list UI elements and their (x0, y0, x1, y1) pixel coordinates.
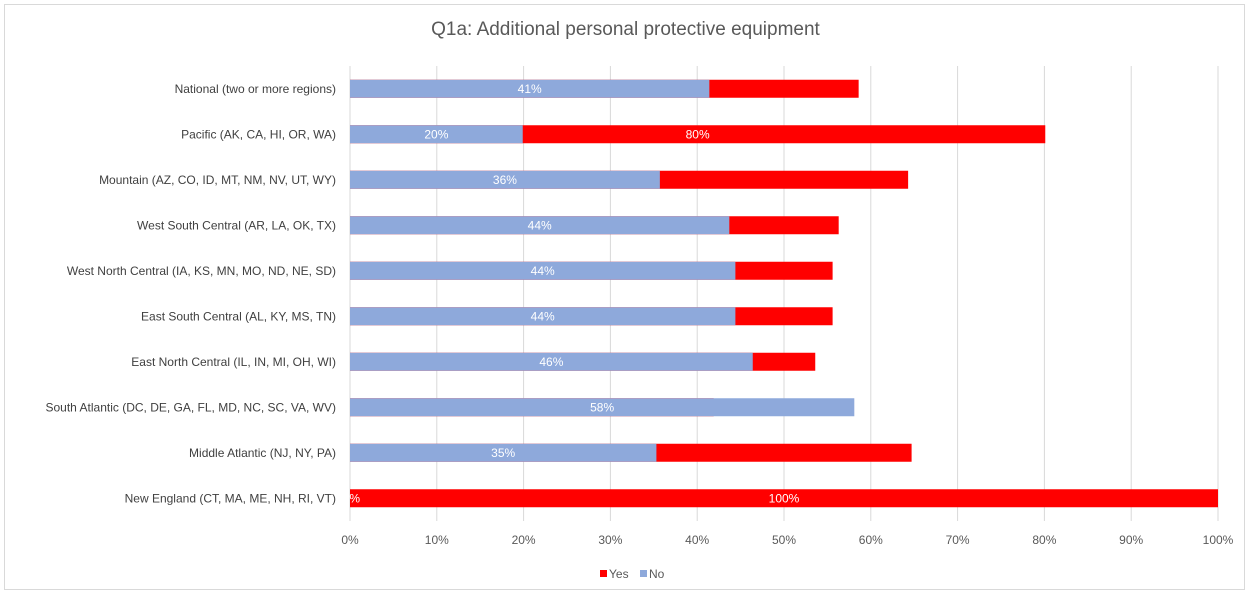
data-label: 80% (686, 127, 710, 141)
x-tick-label: 80% (1032, 533, 1056, 547)
category-label: Middle Atlantic (NJ, NY, PA) (189, 446, 336, 460)
x-tick-label: 10% (425, 533, 449, 547)
data-label: 0% (343, 491, 361, 505)
data-label: 100% (769, 491, 800, 505)
data-label: 41% (518, 82, 542, 96)
category-label: National (two or more regions) (175, 82, 336, 96)
chart-title: Q1a: Additional personal protective equi… (431, 19, 820, 40)
x-tick-label: 0% (341, 533, 359, 547)
bar-no (350, 307, 736, 326)
category-label: West South Central (AR, LA, OK, TX) (137, 218, 336, 232)
data-label: 46% (539, 355, 563, 369)
legend-label: Yes (609, 567, 629, 581)
bar-no (350, 170, 660, 189)
category-label: West North Central (IA, KS, MN, MO, ND, … (67, 264, 336, 278)
x-tick-label: 90% (1119, 533, 1143, 547)
bar-no (350, 261, 736, 280)
bar-no (350, 443, 657, 462)
bar-no (350, 216, 730, 235)
data-label: 44% (531, 309, 555, 323)
x-tick-label: 40% (685, 533, 709, 547)
x-tick-label: 20% (512, 533, 536, 547)
x-tick-label: 50% (772, 533, 796, 547)
bar-no (350, 125, 523, 144)
category-label: East North Central (IL, IN, MI, OH, WI) (131, 355, 336, 369)
bar-no (350, 79, 710, 98)
bar-yes (350, 125, 1046, 144)
legend-swatch (600, 570, 607, 577)
x-tick-label: 60% (859, 533, 883, 547)
category-label: New England (CT, MA, ME, NH, RI, VT) (125, 491, 336, 505)
data-label: 58% (590, 400, 614, 414)
bar-yes (350, 489, 1218, 508)
category-label: South Atlantic (DC, DE, GA, FL, MD, NC, … (45, 400, 336, 414)
data-label: 36% (493, 173, 517, 187)
category-label: East South Central (AL, KY, MS, TN) (141, 309, 336, 323)
data-label: 35% (491, 446, 515, 460)
legend-swatch (640, 570, 647, 577)
legend-label: No (649, 567, 665, 581)
data-label: 44% (531, 264, 555, 278)
x-tick-label: 30% (598, 533, 622, 547)
x-tick-label: 100% (1203, 533, 1234, 547)
data-label: 44% (528, 218, 552, 232)
x-tick-label: 70% (946, 533, 970, 547)
category-label: Mountain (AZ, CO, ID, MT, NM, NV, UT, WY… (99, 173, 336, 187)
bar-no (350, 352, 753, 371)
category-label: Pacific (AK, CA, HI, OR, WA) (181, 127, 336, 141)
data-label: 20% (424, 127, 448, 141)
bar-no (350, 398, 855, 417)
